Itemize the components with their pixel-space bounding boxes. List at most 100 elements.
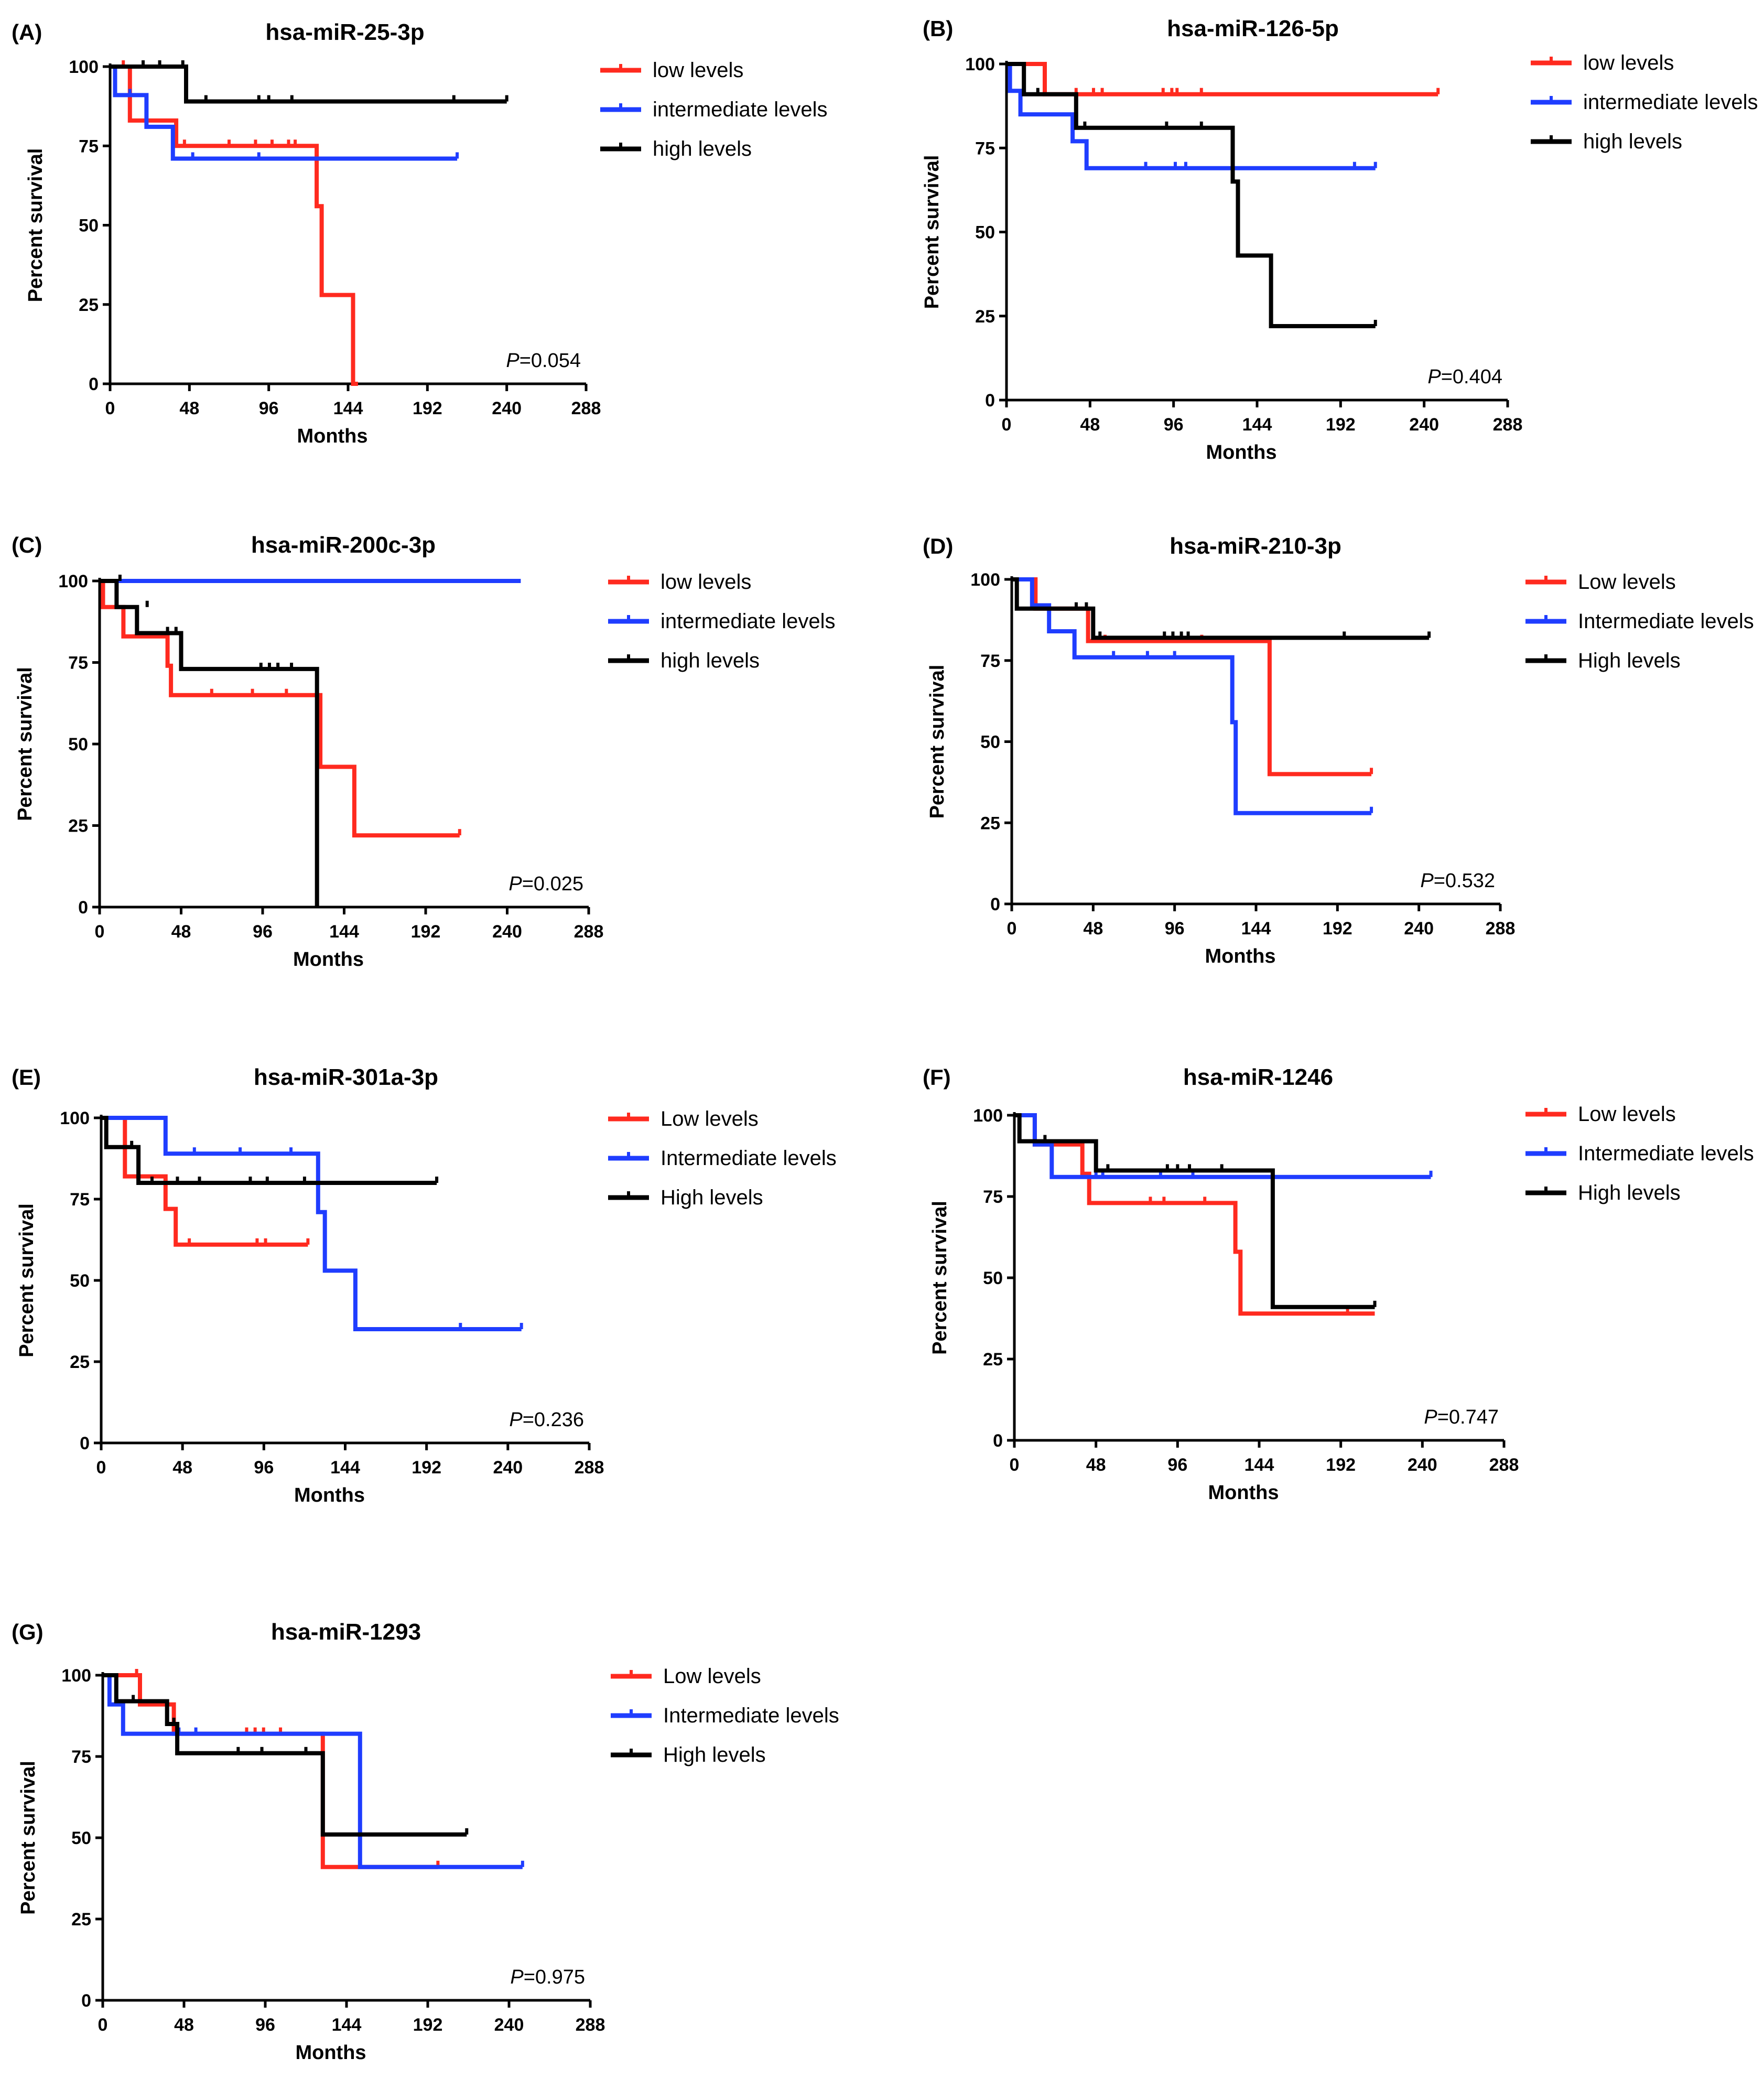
legend-label-low: low levels bbox=[661, 570, 751, 594]
x-tick-label: 240 bbox=[493, 1458, 523, 1478]
survival-line-intermediate bbox=[1007, 62, 1376, 170]
y-tick-label: 0 bbox=[990, 894, 1000, 914]
chart-title: hsa-miR-126-5p bbox=[1167, 16, 1339, 41]
x-tick-label: 144 bbox=[1241, 919, 1271, 939]
x-tick-label: 288 bbox=[574, 922, 604, 942]
chart-title: hsa-miR-1246 bbox=[1183, 1064, 1333, 1090]
survival-chart-e: (E) hsa-miR-301a-3p 0 48 96 144 192 240 288 0 25 50… bbox=[12, 1064, 837, 1506]
p-value-label: P=0.025 bbox=[508, 873, 583, 895]
x-tick-label: 48 bbox=[1080, 415, 1100, 435]
p-value-label: P=0.404 bbox=[1427, 366, 1502, 388]
p-value: =0.747 bbox=[1437, 1406, 1499, 1428]
y-axis-label: Percent survival bbox=[14, 667, 36, 821]
panel-label: (B) bbox=[923, 16, 953, 41]
panel-label: (C) bbox=[12, 533, 42, 557]
x-tick-label: 144 bbox=[1242, 415, 1272, 435]
y-tick-label: 100 bbox=[58, 572, 88, 591]
legend-label-high: high levels bbox=[661, 649, 760, 672]
x-tick-label: 240 bbox=[494, 2015, 524, 2035]
y-tick-label: 75 bbox=[79, 136, 99, 156]
x-tick-label: 288 bbox=[571, 398, 601, 418]
x-tick-label: 48 bbox=[1086, 1455, 1106, 1475]
legend-label-intermediate: Intermediate levels bbox=[1578, 610, 1754, 633]
x-axis-label: Months bbox=[297, 425, 367, 447]
p-symbol: P bbox=[1420, 870, 1434, 892]
x-axis-label: Months bbox=[293, 949, 364, 971]
p-value-label: P=0.532 bbox=[1420, 870, 1495, 892]
chart-title: hsa-miR-1293 bbox=[271, 1619, 421, 1645]
x-tick-label: 192 bbox=[1323, 919, 1352, 939]
x-tick-label: 96 bbox=[255, 2015, 275, 2035]
x-tick-label: 0 bbox=[1002, 415, 1012, 435]
panel-label: (D) bbox=[923, 534, 953, 558]
x-axis-label: Months bbox=[1205, 945, 1275, 967]
y-tick-label: 100 bbox=[60, 1108, 90, 1128]
x-tick-label: 48 bbox=[171, 922, 191, 942]
legend-label-high: High levels bbox=[663, 1743, 766, 1766]
x-tick-label: 288 bbox=[576, 2015, 605, 2035]
y-tick-label: 50 bbox=[980, 732, 1000, 752]
y-tick-label: 25 bbox=[70, 1352, 90, 1372]
x-tick-label: 0 bbox=[105, 398, 115, 418]
x-axis-label: Months bbox=[294, 1484, 365, 1506]
x-tick-label: 192 bbox=[1326, 1455, 1356, 1475]
y-axis-label: Percent survival bbox=[16, 1203, 38, 1357]
survival-chart-c: (C) hsa-miR-200c-3p 0 48 96 144 192 240 288 0 25 50… bbox=[12, 532, 836, 971]
chart-title: hsa-miR-25-3p bbox=[265, 19, 424, 45]
p-value: =0.054 bbox=[520, 350, 581, 372]
x-tick-label: 96 bbox=[254, 1458, 274, 1478]
x-tick-label: 0 bbox=[1007, 919, 1017, 939]
legend-label-low: Low levels bbox=[663, 1665, 761, 1688]
y-tick-label: 0 bbox=[89, 374, 99, 394]
x-tick-label: 144 bbox=[330, 1458, 360, 1478]
y-tick-label: 100 bbox=[970, 570, 1000, 590]
survival-line-low bbox=[110, 64, 358, 386]
y-tick-label: 50 bbox=[71, 1828, 91, 1848]
y-tick-label: 50 bbox=[983, 1268, 1003, 1288]
x-tick-label: 288 bbox=[1489, 1455, 1519, 1475]
y-axis-label: Percent survival bbox=[17, 1761, 39, 1915]
panel-label: (G) bbox=[12, 1620, 44, 1644]
x-axis-label: Months bbox=[1206, 441, 1276, 464]
x-tick-label: 144 bbox=[1244, 1455, 1274, 1475]
panel-label: (F) bbox=[923, 1065, 951, 1090]
x-tick-label: 0 bbox=[96, 1458, 106, 1478]
p-value: =0.975 bbox=[524, 1966, 585, 1988]
p-value-label: P=0.747 bbox=[1424, 1406, 1499, 1428]
p-value: =0.025 bbox=[522, 873, 583, 895]
x-axis-label: Months bbox=[1208, 1482, 1279, 1504]
x-tick-label: 240 bbox=[1404, 919, 1434, 939]
p-value: =0.532 bbox=[1434, 870, 1495, 892]
x-tick-label: 96 bbox=[1167, 1455, 1187, 1475]
survival-line-low bbox=[1007, 62, 1438, 96]
survival-line-low bbox=[1014, 1113, 1375, 1316]
chart-title: hsa-miR-200c-3p bbox=[251, 532, 436, 558]
p-value: =0.404 bbox=[1441, 366, 1502, 388]
p-symbol: P bbox=[506, 350, 520, 372]
y-axis-label: Percent survival bbox=[926, 665, 948, 819]
legend-label-low: low levels bbox=[1583, 51, 1674, 74]
p-value-label: P=0.054 bbox=[506, 350, 581, 372]
survival-line-intermediate bbox=[1012, 577, 1372, 815]
y-tick-label: 75 bbox=[68, 653, 88, 673]
x-tick-label: 96 bbox=[1164, 415, 1184, 435]
x-tick-label: 144 bbox=[329, 922, 359, 942]
survival-line-high bbox=[101, 1116, 437, 1185]
x-tick-label: 144 bbox=[332, 2015, 362, 2035]
chart-title: hsa-miR-210-3p bbox=[1170, 533, 1341, 559]
x-tick-label: 48 bbox=[174, 2015, 194, 2035]
y-tick-label: 75 bbox=[975, 138, 995, 158]
y-tick-label: 75 bbox=[983, 1187, 1003, 1207]
chart-title: hsa-miR-301a-3p bbox=[254, 1064, 438, 1090]
survival-line-intermediate bbox=[1014, 1113, 1431, 1179]
x-tick-label: 240 bbox=[1408, 1455, 1437, 1475]
p-value-label: P=0.975 bbox=[510, 1966, 585, 1988]
legend-label-low: Low levels bbox=[661, 1107, 759, 1130]
y-tick-label: 100 bbox=[61, 1666, 91, 1686]
legend-label-intermediate: Intermediate levels bbox=[663, 1704, 839, 1727]
legend-label-high: high levels bbox=[1583, 130, 1682, 153]
survival-line-intermediate bbox=[110, 64, 458, 161]
y-tick-label: 0 bbox=[985, 391, 995, 411]
legend-label-low: Low levels bbox=[1578, 1103, 1676, 1126]
